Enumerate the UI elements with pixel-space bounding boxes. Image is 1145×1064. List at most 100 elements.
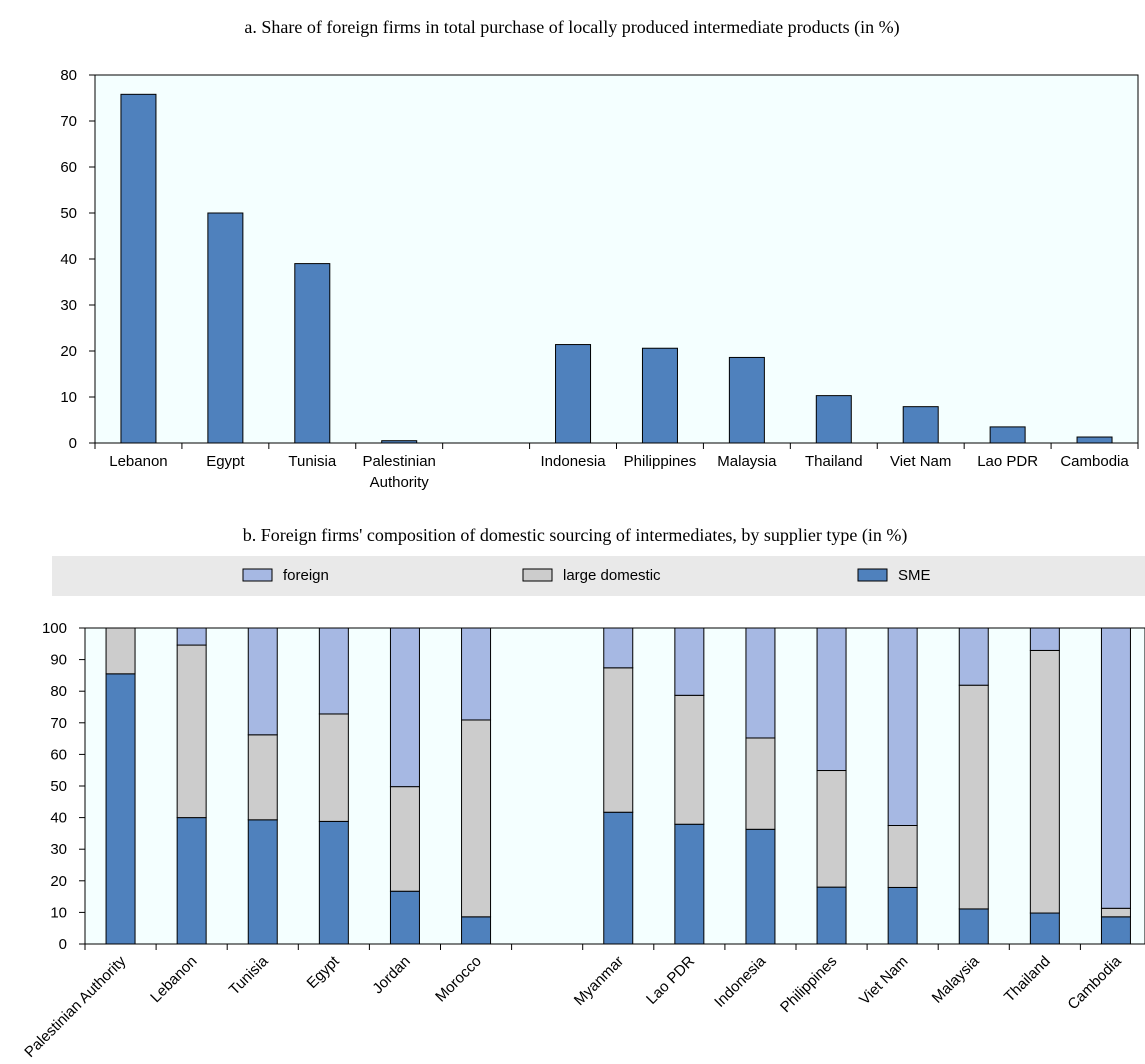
bar-segment-foreign-egypt [318, 627, 349, 715]
panel-a-y-tick-label: 0 [69, 435, 77, 452]
bar-tunisia [294, 263, 331, 444]
bar-segment-sme-lebanon [176, 817, 207, 945]
x-label-palestinian-authority: Authority [370, 474, 430, 491]
bar-segment-large-domestic-philippines [816, 770, 847, 888]
panel-a-y-tick-label: 30 [60, 297, 77, 314]
x-label-cambodia: Cambodia [1064, 952, 1125, 1013]
x-label-indonesia: Indonesia [711, 952, 769, 1010]
bar-segment-foreign-thailand [1029, 627, 1060, 651]
bar-segment-large-domestic-tunisia [247, 734, 278, 821]
panel-a-y-tick-label: 80 [60, 67, 77, 84]
bar-segment-sme-malaysia [958, 908, 989, 945]
bar-segment-large-domestic-indonesia [745, 737, 776, 830]
bar-thailand [815, 395, 852, 444]
bar-segment-sme-lao-pdr [674, 823, 705, 945]
bar-segment-foreign-myanmar [603, 627, 634, 669]
x-label-tunisia: Tunisia [226, 952, 272, 998]
bar-segment-sme-jordan [389, 890, 420, 945]
x-label-thailand: Thailand [805, 453, 863, 470]
panel-b-y-tick-label: 100 [42, 620, 67, 637]
bar-segment-foreign-philippines [816, 627, 847, 772]
panel-a-y-tick-label: 40 [60, 251, 77, 268]
bar-segment-foreign-morocco [461, 627, 492, 721]
bar-segment-sme-tunisia [247, 819, 278, 945]
x-label-malaysia: Malaysia [717, 453, 777, 470]
bar-segment-large-domestic-cambodia [1100, 907, 1131, 918]
panel-a-y-tick-label: 70 [60, 113, 77, 130]
panel-a-x-axis: Lebanon Egypt Tunisia Palestinian Authority I… [94, 443, 1139, 491]
bar-segment-large-domestic-thailand [1029, 649, 1060, 914]
bar-segment-sme-philippines [816, 886, 847, 945]
panel-b-y-tick-label: 30 [50, 841, 67, 858]
panel-a-y-tick-label: 10 [60, 389, 77, 406]
panel-b-x-axis: Palestinian Authority Lebanon Tunisia Egypt… [21, 944, 1125, 1061]
bar-segment-large-domestic-lao-pdr [674, 694, 705, 825]
panel-a-bars [120, 93, 1113, 444]
bar-segment-foreign-viet-nam [887, 627, 918, 826]
panel-a-chart: a. Share of foreign firms in total purch… [60, 17, 1139, 491]
panel-b-y-tick-label: 70 [50, 715, 67, 732]
x-label-philippines: Philippines [624, 453, 697, 470]
legend-swatch-sme [857, 568, 888, 582]
legend-label-large-domestic: large domestic [563, 567, 661, 584]
panel-b-title: b. Foreign firms' composition of domesti… [243, 525, 908, 546]
bar-philippines [641, 347, 678, 444]
x-label-lao-pdr: Lao PDR [977, 453, 1038, 470]
panel-b-y-tick-label: 20 [50, 873, 67, 890]
x-label-palestinian-authority: Palestinian [363, 453, 436, 470]
panel-a-plot-area [94, 74, 1139, 444]
bar-segment-large-domestic-myanmar [603, 667, 634, 813]
bar-segment-large-domestic-jordan [389, 786, 420, 892]
bar-segment-foreign-lao-pdr [674, 627, 705, 696]
bar-cambodia [1076, 436, 1113, 444]
bar-segment-sme-cambodia [1100, 916, 1131, 945]
x-label-tunisia: Tunisia [288, 453, 336, 470]
panel-a-y-tick-label: 60 [60, 159, 77, 176]
bar-segment-foreign-jordan [389, 627, 420, 788]
bar-egypt [207, 212, 244, 444]
bar-segment-foreign-indonesia [745, 627, 776, 739]
bar-segment-sme-egypt [318, 820, 349, 945]
bar-segment-sme-morocco [461, 916, 492, 945]
panel-b-y-tick-label: 10 [50, 904, 67, 921]
bar-segment-large-domestic-egypt [318, 713, 349, 822]
x-label-jordan: Jordan [369, 953, 413, 997]
bar-segment-sme-myanmar [603, 811, 634, 945]
x-label-lebanon: Lebanon [147, 953, 200, 1006]
x-label-viet-nam: Viet Nam [890, 453, 951, 470]
bar-lao-pdr [989, 426, 1026, 444]
bar-palestinian-authority [381, 440, 418, 444]
bar-segment-sme-thailand [1029, 912, 1060, 945]
x-label-palestinian-authority: Palestinian Authority [21, 952, 129, 1060]
x-label-cambodia: Cambodia [1060, 453, 1129, 470]
panel-b-y-tick-label: 50 [50, 778, 67, 795]
bar-segment-foreign-cambodia [1100, 627, 1131, 909]
legend-box [52, 556, 1145, 596]
bar-segment-large-domestic-viet-nam [887, 825, 918, 888]
x-label-egypt: Egypt [206, 453, 245, 470]
x-label-morocco: Morocco [432, 953, 485, 1006]
bar-segment-sme-indonesia [745, 828, 776, 945]
panel-a-y-axis: 0 10 20 30 40 50 60 70 80 [60, 67, 95, 452]
bar-viet-nam [902, 406, 939, 444]
bar-segment-large-domestic-malaysia [958, 684, 989, 910]
panel-b-y-tick-label: 40 [50, 810, 67, 827]
bar-segment-foreign-malaysia [958, 627, 989, 686]
legend-swatch-foreign [242, 568, 273, 582]
legend-label-sme: SME [898, 567, 931, 584]
bar-segment-sme-viet-nam [887, 886, 918, 945]
bar-segment-large-domestic-palestinian-authority [105, 627, 136, 675]
x-label-philippines: Philippines [777, 953, 840, 1016]
bar-segment-foreign-lebanon [176, 627, 207, 646]
legend-label-foreign: foreign [283, 567, 329, 584]
x-label-viet-nam: Viet Nam [856, 953, 911, 1008]
x-label-indonesia: Indonesia [541, 453, 607, 470]
legend-swatch-large-domestic [522, 568, 553, 582]
x-label-malaysia: Malaysia [929, 952, 983, 1006]
panel-b-y-tick-label: 80 [50, 683, 67, 700]
panel-b-y-axis: 0 10 20 30 40 50 60 70 80 90 100 [42, 620, 85, 953]
panel-a-title: a. Share of foreign firms in total purch… [244, 17, 899, 38]
x-label-thailand: Thailand [1001, 953, 1054, 1006]
x-label-lao-pdr: Lao PDR [643, 953, 698, 1008]
